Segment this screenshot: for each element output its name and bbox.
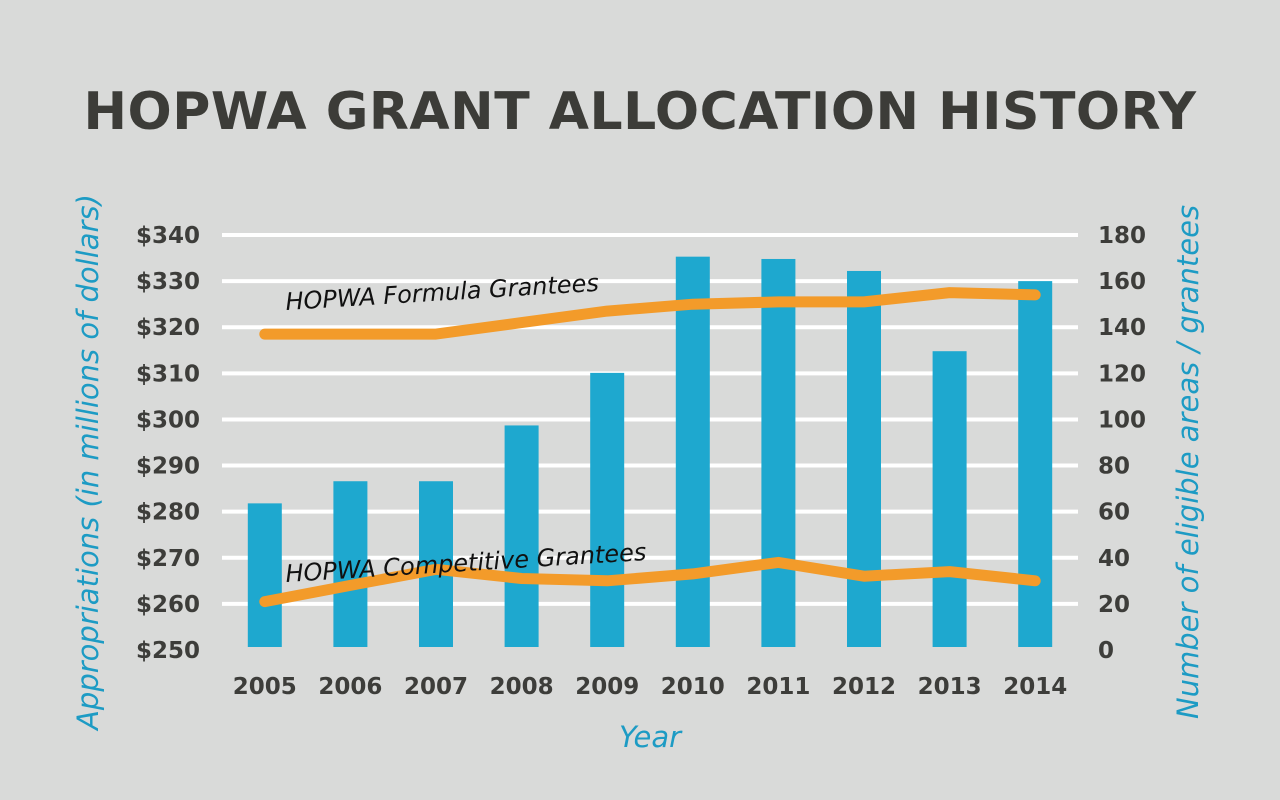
- bar-2014: [1018, 281, 1053, 647]
- bar-2009: [590, 372, 625, 647]
- chart-title: HOPWA GRANT ALLOCATION HISTORY: [83, 82, 1197, 142]
- y-tick-left: $340: [136, 223, 200, 249]
- series-lines: [259, 287, 1041, 608]
- bar-2008: [504, 425, 539, 647]
- x-axis-title: Year: [619, 720, 683, 754]
- y-tick-left: $250: [136, 638, 200, 664]
- bar-2011: [761, 258, 796, 647]
- x-tick: 2011: [746, 674, 810, 700]
- y-tick-left: $310: [136, 361, 200, 387]
- y-tick-left: $270: [136, 546, 200, 572]
- y-tick-right: 20: [1098, 592, 1130, 618]
- y-tick-left: $290: [136, 454, 200, 480]
- bar-2006: [333, 481, 368, 647]
- x-tick: 2009: [575, 674, 639, 700]
- series-line-competitive: [259, 556, 1041, 608]
- y-tick-right: 180: [1098, 223, 1146, 249]
- x-axis-ticks: 2005 2006 2007 2008 2009 2010 2011 2012 2013 2014: [233, 674, 1067, 700]
- bars: [247, 256, 1053, 647]
- bar-2005: [247, 503, 282, 647]
- x-tick: 2010: [661, 674, 725, 700]
- y-axis-title-right: Number of eligible areas / grantees: [1171, 205, 1205, 719]
- y-tick-left: $320: [136, 315, 200, 341]
- series-label-formula: HOPWA Formula Grantees: [285, 269, 600, 316]
- y-tick-left: $280: [136, 500, 200, 526]
- x-tick: 2008: [490, 674, 554, 700]
- y-tick-right: 140: [1098, 315, 1146, 341]
- x-tick: 2005: [233, 674, 297, 700]
- bar-2010: [675, 256, 710, 647]
- y-tick-left: $330: [136, 269, 200, 295]
- y-tick-right: 100: [1098, 407, 1146, 433]
- x-tick: 2007: [404, 674, 468, 700]
- y-tick-right: 80: [1098, 454, 1130, 480]
- x-tick: 2014: [1003, 674, 1067, 700]
- y-tick-right: 160: [1098, 269, 1146, 295]
- left-axis-ticks: $250 $260 $270 $280 $290 $300 $310 $320 $330 $340: [136, 223, 200, 664]
- right-axis-ticks: 0 20 40 60 80 100 120 140 160 180: [1098, 223, 1146, 664]
- y-tick-left: $260: [136, 592, 200, 618]
- x-tick: 2006: [318, 674, 382, 700]
- y-tick-right: 120: [1098, 361, 1146, 387]
- y-tick-right: 60: [1098, 500, 1130, 526]
- x-tick: 2013: [918, 674, 982, 700]
- y-axis-title-left: Appropriations (in millions of dollars): [71, 194, 105, 732]
- bar-2013: [932, 351, 967, 647]
- x-tick: 2012: [832, 674, 896, 700]
- y-tick-left: $300: [136, 407, 200, 433]
- bar-2012: [847, 270, 881, 647]
- y-tick-right: 0: [1098, 638, 1114, 664]
- y-tick-right: 40: [1098, 546, 1130, 572]
- series-line-formula: [259, 287, 1041, 340]
